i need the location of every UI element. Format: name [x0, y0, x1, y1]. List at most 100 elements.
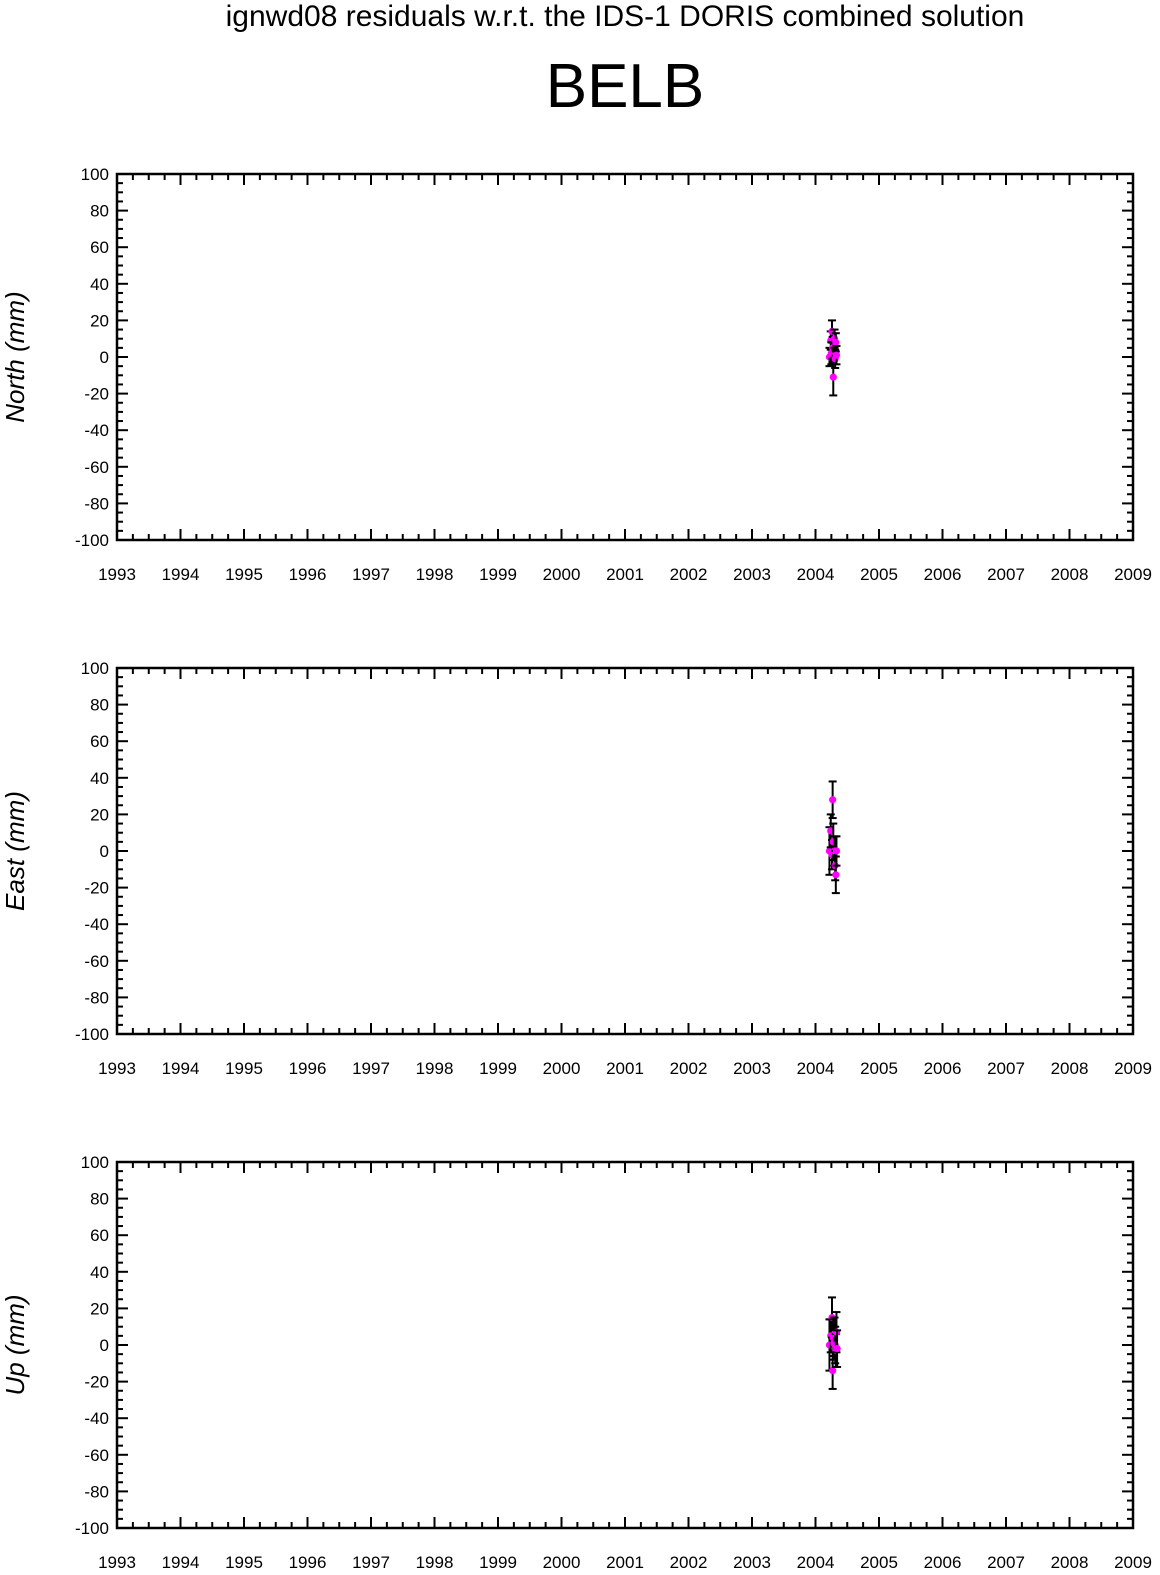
x-tick-label: 2006 — [924, 1553, 962, 1572]
x-tick-label: 2005 — [860, 1553, 898, 1572]
y-tick-label: 40 — [90, 1263, 109, 1282]
y-tick-label: 40 — [90, 275, 109, 294]
x-tick-label: 2005 — [860, 1059, 898, 1078]
y-tick-label: -100 — [75, 531, 109, 550]
x-tick-label: 2004 — [797, 1059, 835, 1078]
x-tick-label: 2009 — [1114, 1059, 1152, 1078]
x-tick-label: 2003 — [733, 1059, 771, 1078]
y-tick-label: 40 — [90, 769, 109, 788]
y-tick-label: 80 — [90, 696, 109, 715]
data-point — [829, 796, 837, 804]
x-tick-label: 1995 — [225, 1059, 263, 1078]
y-tick-label: 20 — [90, 805, 109, 824]
y-tick-label: 20 — [90, 311, 109, 330]
y-tick-label: 100 — [81, 659, 109, 678]
data-point — [832, 351, 841, 359]
y-tick-label: -100 — [75, 1519, 109, 1538]
y-tick-label: -40 — [84, 421, 109, 440]
x-tick-label: 1994 — [162, 1059, 200, 1078]
x-tick-label: 1993 — [98, 565, 136, 584]
y-tick-label: -20 — [84, 879, 109, 898]
x-tick-label: 1993 — [98, 1553, 136, 1572]
figure-title: ignwd08 residuals w.r.t. the IDS-1 DORIS… — [225, 0, 1025, 33]
data-point — [832, 847, 841, 855]
x-tick-label: 1995 — [225, 1553, 263, 1572]
x-tick-label: 1998 — [416, 1553, 454, 1572]
x-tick-label: 2007 — [987, 565, 1025, 584]
x-tick-label: 1994 — [162, 1553, 200, 1572]
y-tick-label: 20 — [90, 1299, 109, 1318]
x-tick-label: 2005 — [860, 565, 898, 584]
x-tick-label: 2000 — [543, 1553, 581, 1572]
chart-panel-2: 1993 1994 1995 1996 1997 1998 1999 2000 2001 2002… — [0, 659, 1152, 1078]
x-tick-label: 1996 — [289, 565, 327, 584]
data-point — [832, 871, 840, 879]
chart-panel-3: 1993 1994 1995 1996 1997 1998 1999 2000 2001 2002… — [0, 1153, 1152, 1572]
plot-frame — [115, 172, 1135, 542]
x-tick-label: 2008 — [1051, 1059, 1089, 1078]
x-tick-label: 2002 — [670, 1553, 708, 1572]
y-tick-label: -80 — [84, 494, 109, 513]
x-tick-label: 2004 — [797, 1553, 835, 1572]
data-point — [829, 373, 837, 381]
x-tick-label: 2004 — [797, 565, 835, 584]
x-tick-label: 2006 — [924, 1059, 962, 1078]
chart-panel-1: 1993 1994 1995 1996 1997 1998 1999 2000 2001 20 0 2… — [0, 165, 1152, 584]
y-tick-label: -100 — [75, 1025, 109, 1044]
y-tick-label: 60 — [90, 732, 109, 751]
y-tick-label: 60 — [90, 238, 109, 257]
y-tick-label: 0 — [100, 348, 109, 367]
y-tick-label: 0 — [100, 842, 109, 861]
y-axis-label: East (mm) — [0, 791, 30, 911]
y-tick-label: -60 — [84, 1446, 109, 1465]
x-tick-label: 2000 — [543, 1059, 581, 1078]
y-tick-label: 80 — [90, 202, 109, 221]
x-tick-label: 1997 — [352, 1553, 390, 1572]
y-tick-label: -60 — [84, 952, 109, 971]
y-tick-label: 0 — [100, 1336, 109, 1355]
x-tick-label: 2001 — [606, 1059, 644, 1078]
x-tick-label: 2008 — [1051, 565, 1089, 584]
y-tick-label: 60 — [90, 1226, 109, 1245]
x-tick-label: 1999 — [479, 1553, 517, 1572]
y-tick-label: -20 — [84, 385, 109, 404]
data-point — [833, 1345, 841, 1353]
x-tick-label: 2008 — [1051, 1553, 1089, 1572]
y-axis-label: Up (mm) — [0, 1294, 30, 1395]
x-tick-label: 1998 — [416, 565, 454, 584]
x-tick-label: 1994 — [162, 565, 200, 584]
x-tick-label: 1997 — [352, 1059, 390, 1078]
y-tick-label: -40 — [84, 915, 109, 934]
x-tick-label: 1997 — [352, 565, 390, 584]
x-tick-label: 2007 — [987, 1553, 1025, 1572]
plot-frame — [115, 1160, 1135, 1530]
data-point — [832, 338, 840, 346]
y-tick-label: 100 — [81, 165, 109, 184]
y-tick-label: 100 — [81, 1153, 109, 1172]
x-tick-label: 2009 — [1114, 565, 1152, 584]
x-tick-label: 2003 — [733, 1553, 771, 1572]
y-tick-label: -60 — [84, 458, 109, 477]
y-tick-label: -80 — [84, 1482, 109, 1501]
data-point — [829, 1367, 837, 1375]
x-tick-label: 2009 — [1114, 1553, 1152, 1572]
x-tick-label: 2006 — [924, 565, 962, 584]
x-tick-label: 2007 — [987, 1059, 1025, 1078]
y-tick-label: -80 — [84, 988, 109, 1007]
station-name: BELB — [545, 52, 705, 121]
y-tick-label: 80 — [90, 1190, 109, 1209]
plot-frame — [115, 666, 1135, 1036]
y-tick-label: -20 — [84, 1373, 109, 1392]
x-tick-label: 2002 — [670, 1059, 708, 1078]
x-tick-label: 2001 — [606, 565, 644, 584]
x-tick-label: 2001 — [606, 1553, 644, 1572]
x-tick-label: 1996 — [289, 1553, 327, 1572]
x-tick-label: 1996 — [289, 1059, 327, 1078]
x-tick-label: 1998 — [416, 1059, 454, 1078]
x-tick-label: 1999 — [479, 565, 517, 584]
x-tick-label: 2000 — [543, 565, 581, 584]
y-tick-label: -40 — [84, 1409, 109, 1428]
x-tick-label: 1995 — [225, 565, 263, 584]
y-axis-label: North (mm) — [0, 291, 30, 422]
